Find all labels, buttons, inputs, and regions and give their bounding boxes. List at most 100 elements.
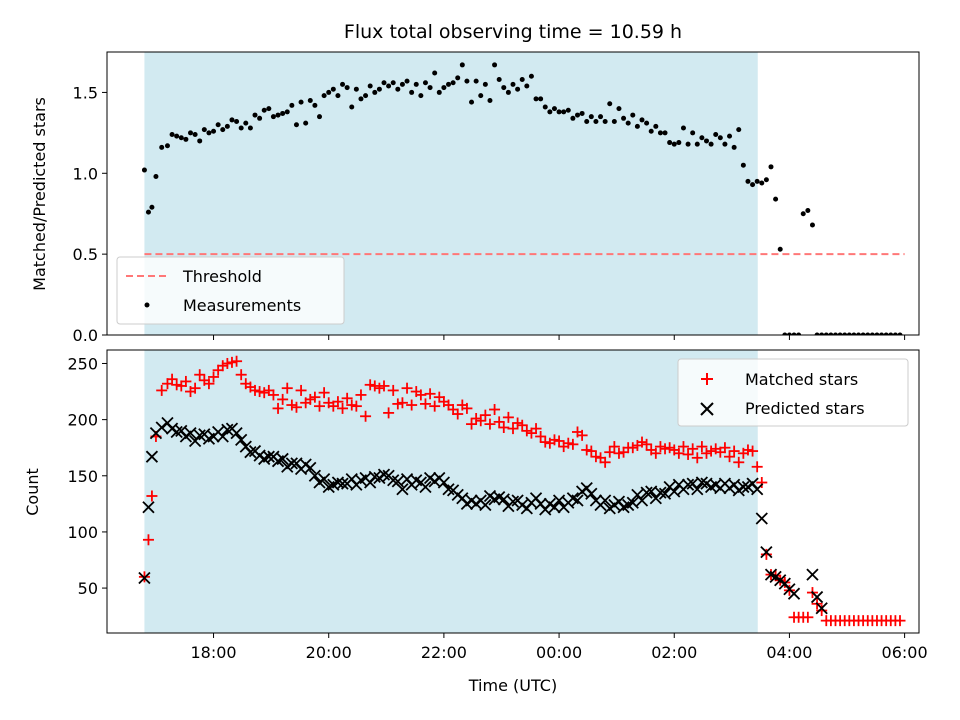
matched-star-point <box>341 392 353 404</box>
y-tick-label: 100 <box>67 523 98 542</box>
predicted-star-point <box>368 470 381 484</box>
measurement-point <box>376 86 382 92</box>
measurement-point <box>344 85 350 91</box>
matched-star-point <box>208 371 220 383</box>
measurement-point <box>805 207 811 213</box>
measurement-point <box>459 62 465 68</box>
x-axis-label: Time (UTC) <box>468 676 557 695</box>
measurement-point <box>851 332 857 335</box>
predicted-star-point <box>262 450 275 463</box>
measurement-point <box>275 112 281 118</box>
measurement-point <box>270 114 276 120</box>
measurement-point <box>653 123 659 129</box>
measurement-point <box>266 106 272 112</box>
measurement-point <box>492 62 498 68</box>
matched-star-point <box>286 399 298 411</box>
matched-star-point <box>585 445 597 457</box>
predicted-star-point <box>626 496 639 509</box>
predicted-star-point <box>193 429 206 442</box>
measurement-point <box>800 211 806 217</box>
measurement-point <box>814 332 820 335</box>
measurement-point <box>680 125 686 131</box>
predicted-star-point <box>755 512 768 525</box>
matched-star-point <box>489 404 501 416</box>
measurement-point <box>450 80 456 86</box>
measurement-point <box>879 332 885 335</box>
matched-star-point <box>452 408 464 420</box>
matched-star-point <box>221 357 233 369</box>
predicted-star-point <box>867 639 878 650</box>
matched-star-point <box>562 437 574 449</box>
matched-star-point <box>475 415 487 427</box>
count-legend: Matched stars Predicted stars <box>677 358 909 427</box>
measurement-point <box>777 246 783 252</box>
predicted-star-point <box>760 546 773 559</box>
matched-star-point <box>677 441 689 453</box>
ratio-panel: 0.0 0.5 1.0 1.5 Matched/Predicted stars Thr… <box>30 51 920 345</box>
matched-star-point <box>590 451 602 463</box>
measurement-point <box>570 115 576 121</box>
matched-star-point <box>146 490 158 502</box>
measurement-point <box>837 332 843 335</box>
predicted-star-point <box>308 469 322 482</box>
measurement-point <box>708 141 714 147</box>
measurement-point <box>860 332 866 335</box>
measurement-point <box>473 78 479 84</box>
matched-star-point <box>502 411 514 423</box>
measurement-point <box>395 86 401 92</box>
measurement-point <box>381 80 387 86</box>
y-tick-label: 1.0 <box>73 164 98 183</box>
x-tick-label: 20:00 <box>306 643 352 662</box>
ratio-legend-box <box>116 256 345 325</box>
matched-star-point <box>189 382 201 394</box>
measurement-point <box>340 81 346 87</box>
measurement-point <box>510 81 516 87</box>
ratio-y-axis-label: Matched/Predicted stars <box>30 97 49 291</box>
measurement-point <box>159 144 165 150</box>
measurement-point <box>317 114 323 120</box>
predicted-star-point <box>304 461 317 475</box>
matched-star-point <box>290 401 302 413</box>
measurement-point <box>542 104 548 110</box>
predicted-star-point <box>497 493 510 506</box>
matched-star-point <box>203 378 215 390</box>
predicted-star-point <box>695 476 709 489</box>
predicted-star-point <box>230 426 243 440</box>
measurement-point <box>759 180 765 186</box>
matched-star-point <box>654 441 666 453</box>
matched-star-point <box>337 402 349 414</box>
predicted-star-point <box>844 639 855 650</box>
measurement-point <box>828 332 834 335</box>
measurement-point <box>252 112 258 118</box>
measurement-point <box>519 76 525 82</box>
measurement-point <box>598 114 604 120</box>
matched-star-point <box>724 451 736 463</box>
measurement-point <box>215 122 221 128</box>
measurement-point <box>326 89 332 95</box>
matched-star-point <box>180 375 192 387</box>
matched-star-point <box>599 456 611 468</box>
measurement-point <box>736 127 742 133</box>
measurement-point <box>307 98 313 104</box>
measurement-point <box>432 70 438 76</box>
matched-star-point <box>567 438 579 450</box>
matched-star-point <box>673 447 685 459</box>
measurement-point <box>607 101 613 107</box>
predicted-star-point <box>839 639 850 650</box>
measurement-point <box>386 83 392 89</box>
matched-star-point <box>171 379 183 391</box>
measurement-point <box>183 136 189 142</box>
measurement-point <box>293 122 299 128</box>
matched-star-point <box>378 380 390 392</box>
measurement-point <box>335 93 341 99</box>
measurement-point <box>832 332 838 335</box>
matched-star-point <box>535 430 547 442</box>
matched-star-point <box>383 407 395 419</box>
matched-star-point <box>258 387 270 399</box>
predicted-star-point <box>479 498 492 512</box>
measurement-point <box>257 115 263 121</box>
measurement-point <box>399 81 405 87</box>
measurement-point <box>289 102 295 108</box>
matched-star-point <box>364 379 376 391</box>
predicted-star-point <box>862 639 873 650</box>
